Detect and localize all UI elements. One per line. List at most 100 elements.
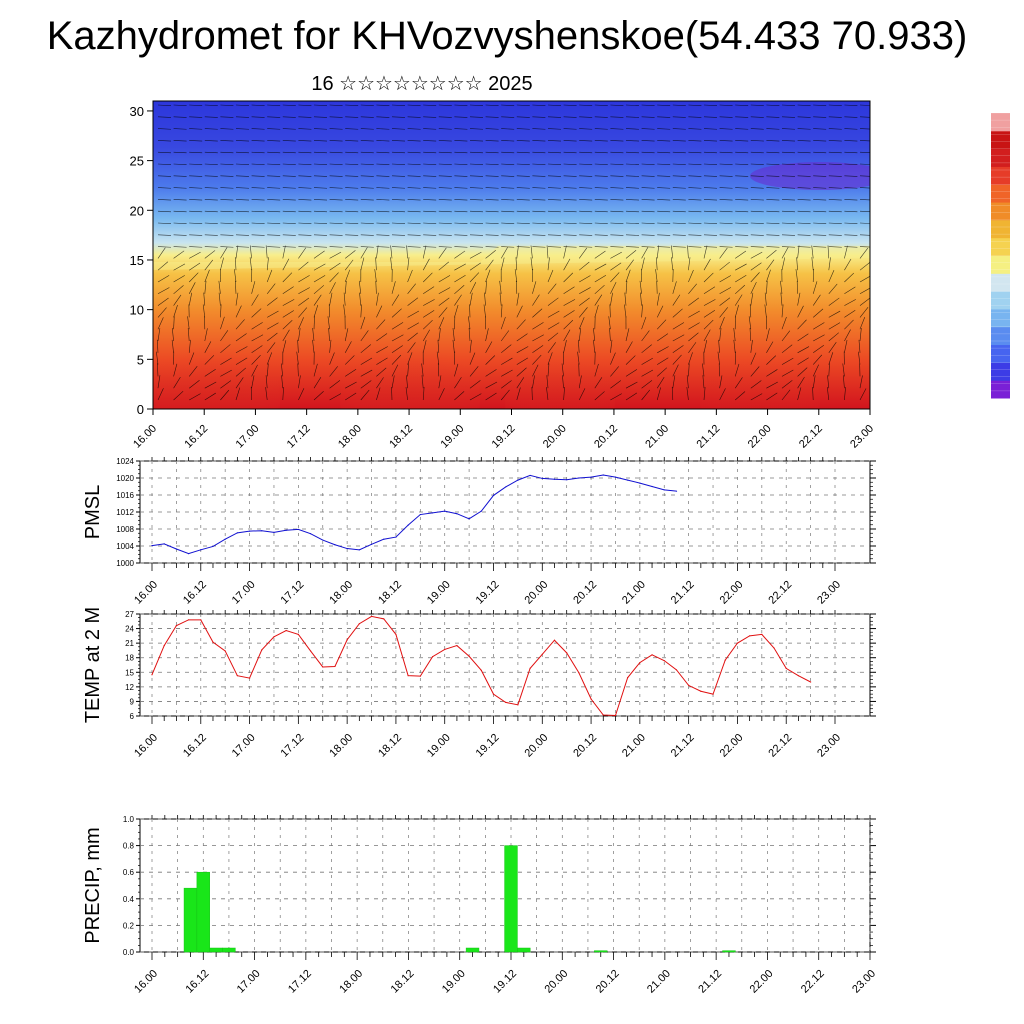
wind-barb <box>735 246 749 248</box>
wind-barb <box>376 234 390 236</box>
wind-barb <box>235 246 249 248</box>
wind-barb <box>828 363 830 377</box>
wind-barb <box>547 187 561 189</box>
wind-barb <box>345 151 359 154</box>
wind-barb <box>204 210 218 213</box>
wind-barb <box>156 363 159 377</box>
wind-barb <box>719 175 733 177</box>
wind-barb <box>719 246 733 248</box>
wind-barb <box>454 222 468 224</box>
precip-bar <box>517 947 531 953</box>
wind-barb <box>220 187 234 189</box>
wind-barb <box>594 199 608 201</box>
wind-barb <box>766 210 780 213</box>
wind-barb <box>750 175 764 177</box>
colorbar-swatch <box>991 362 1010 381</box>
wind-barb <box>360 199 374 201</box>
wind-barb <box>813 222 827 224</box>
wind-barb <box>563 245 567 259</box>
wind-barb <box>298 261 309 271</box>
x-tick-label: 16.00 <box>131 423 159 451</box>
wind-barb <box>391 128 405 130</box>
wind-barb <box>563 116 577 118</box>
wind-barb <box>750 339 753 353</box>
wind-barb <box>594 175 608 177</box>
wind-barb <box>641 380 653 389</box>
wind-barb <box>391 334 404 342</box>
y-tick-label: 6 <box>130 712 135 721</box>
wind-barb <box>703 340 708 353</box>
x-tick-label: 18.12 <box>376 732 404 760</box>
wind-barb <box>204 222 218 224</box>
wind-barb <box>546 375 549 389</box>
wind-barb <box>766 116 780 118</box>
wind-barb <box>188 292 193 306</box>
wind-barb <box>563 272 574 283</box>
wind-barb <box>625 369 638 377</box>
wind-barb <box>423 187 437 189</box>
wind-barb <box>639 280 642 294</box>
wind-barb <box>469 246 483 248</box>
wind-barb <box>485 392 497 401</box>
wind-barb <box>265 387 268 401</box>
wind-barb <box>844 340 848 353</box>
x-tick-label: 19.00 <box>438 423 466 451</box>
wind-barb <box>735 140 749 142</box>
wind-barb <box>641 140 655 142</box>
wind-barb <box>469 282 477 294</box>
wind-barb <box>501 344 512 354</box>
wind-barb <box>764 304 767 318</box>
y-tick-label: 15 <box>130 253 144 268</box>
wind-barb <box>625 140 639 142</box>
x-tick-label: 22.12 <box>766 732 794 760</box>
wind-barb <box>594 391 605 401</box>
wind-barb <box>423 140 437 142</box>
wind-barb <box>719 116 733 118</box>
wind-barb <box>454 285 465 295</box>
wind-barb <box>391 354 402 365</box>
wind-barb <box>579 275 591 283</box>
wind-barb <box>485 259 494 271</box>
wind-barb <box>235 234 249 236</box>
wind-barb <box>780 280 783 294</box>
wind-barb <box>360 257 365 271</box>
temp-point <box>773 647 775 649</box>
wind-barb <box>421 363 424 377</box>
x-tick-label: 22.12 <box>797 423 825 451</box>
wind-barb <box>719 247 728 259</box>
wind-barb <box>173 263 186 271</box>
wind-barb <box>735 222 749 224</box>
wind-barb <box>672 175 686 177</box>
wind-barb <box>766 341 774 353</box>
pmsl-point <box>480 510 482 512</box>
wind-barb <box>501 187 515 189</box>
wind-barb <box>750 393 763 401</box>
wind-barb <box>220 344 231 354</box>
wind-barb <box>499 292 502 306</box>
wind-barb <box>625 249 637 259</box>
wind-barb <box>844 329 851 342</box>
wind-barb <box>828 310 841 318</box>
wind-barb <box>438 247 447 259</box>
wind-barb <box>547 151 561 154</box>
wind-barb <box>157 222 171 224</box>
wind-barb <box>391 140 405 142</box>
wind-barb <box>735 250 747 259</box>
wind-barb <box>345 222 359 224</box>
wind-barb <box>828 297 840 306</box>
wind-barb <box>157 128 171 130</box>
y-tick-label: 1024 <box>116 457 134 466</box>
wind-barb <box>374 269 377 283</box>
x-tick-label: 18.00 <box>337 968 365 996</box>
pmsl-point <box>309 533 312 535</box>
wind-barb <box>610 262 622 271</box>
wind-barb <box>220 247 228 259</box>
wind-barb <box>844 128 858 130</box>
wind-barb <box>360 330 369 342</box>
wind-barb <box>345 128 359 130</box>
colorbar-swatch <box>991 273 1010 292</box>
pmsl-point <box>566 479 568 481</box>
wind-barb <box>828 234 842 236</box>
wind-barb <box>249 257 252 271</box>
wind-barb <box>578 328 582 342</box>
